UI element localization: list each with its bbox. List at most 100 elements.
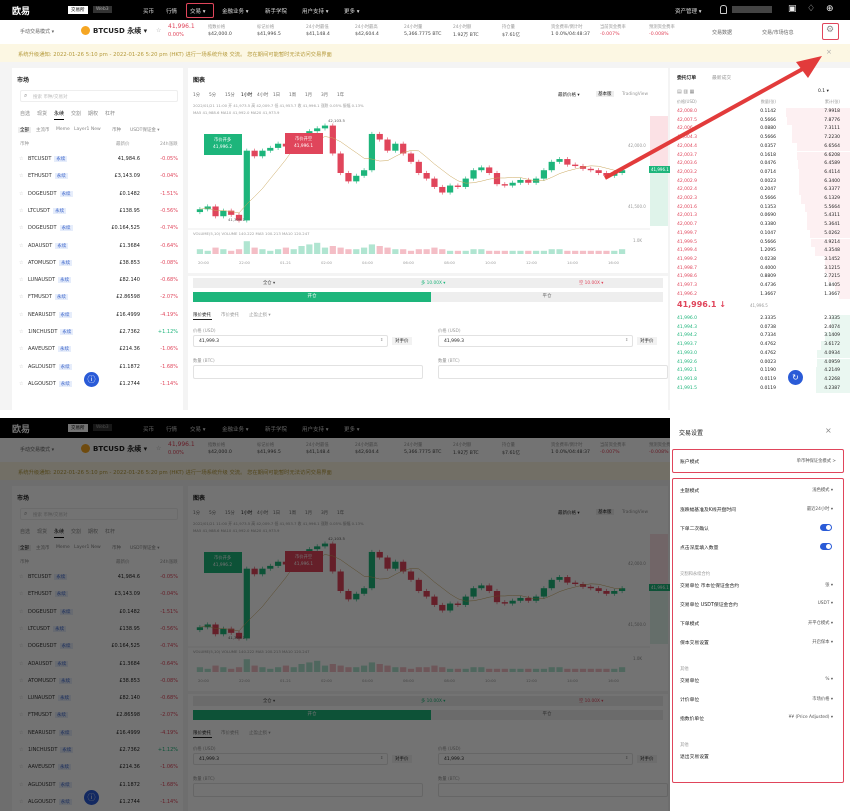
setting-select[interactable]: 开平仓模式 ▾ (807, 621, 833, 626)
market-sell-box[interactable]: 市价开空 41,996.1 (285, 133, 323, 154)
price-input[interactable]: 41,999.3 ⇕ (193, 335, 388, 347)
interval-8[interactable]: 3月 (321, 93, 329, 98)
close-notice-icon[interactable]: × (826, 48, 832, 56)
market-filter-1[interactable]: 主流币 (36, 128, 50, 133)
book-price[interactable]: 41,998.7 (677, 265, 698, 271)
book-price[interactable]: 41,999.7 (677, 230, 698, 236)
nav-item-1[interactable]: 行情 (166, 9, 178, 15)
book-price[interactable]: 41,993.7 (677, 342, 698, 348)
precision-select[interactable]: 0.1 ▾ (818, 89, 829, 94)
trade-mode-select[interactable]: 手动交易模式 ▾ (20, 29, 55, 35)
globe-icon[interactable]: ⊕ (826, 4, 834, 14)
star-icon[interactable]: ☆ (19, 156, 24, 162)
book-tab-0[interactable]: 委托订单 (677, 76, 697, 81)
market-tab-3[interactable]: 交割 (71, 111, 82, 117)
order-type-tab-2[interactable]: 止盈止损 ▾ (249, 313, 271, 318)
book-price[interactable]: 42,004.3 (677, 135, 698, 141)
star-icon[interactable]: ☆ (19, 380, 24, 387)
okx-logo[interactable]: 欧易 (12, 7, 31, 17)
margin-option-2[interactable]: 空 10.00X ▾ (579, 281, 604, 286)
download-icon[interactable]: ▣ (788, 4, 797, 14)
interval-5[interactable]: 1日 (273, 93, 281, 98)
nav-tab-1[interactable]: Web3 (93, 6, 112, 13)
pair-selector[interactable]: BTCUSD 永续 ▾ (93, 27, 148, 35)
market-tab-4[interactable]: 期权 (88, 111, 99, 117)
search-input[interactable]: ⌕ 搜索 币种/交易对 (20, 90, 178, 102)
star-icon[interactable]: ☆ (19, 190, 24, 197)
book-price[interactable]: 41,992.1 (677, 368, 698, 374)
asset-menu[interactable]: 资产管理 ▾ (675, 9, 702, 15)
market-filter-2[interactable]: Meme (56, 127, 70, 132)
book-price[interactable]: 41,997.3 (677, 283, 698, 288)
book-price[interactable]: 41,993.0 (677, 350, 698, 356)
interval-4[interactable]: 4小时 (257, 93, 269, 98)
setting-select[interactable]: 浅色模式 ▾ (812, 488, 833, 493)
book-price[interactable]: 42,003.7 (677, 152, 698, 158)
book-price[interactable]: 42,006.4 (677, 126, 698, 132)
market-tab-2[interactable]: 永续 (54, 111, 65, 117)
star-icon[interactable]: ☆ (19, 294, 24, 301)
user-icon[interactable] (720, 5, 727, 14)
bell-icon[interactable]: ♢ (807, 4, 816, 14)
setting-select[interactable]: ¥¥ (Price Adjusted) ▾ (788, 715, 833, 720)
star-icon[interactable]: ☆ (19, 207, 24, 214)
book-price[interactable]: 42,002.3 (677, 196, 698, 201)
interval-9[interactable]: 1年 (337, 93, 345, 98)
best-price-button[interactable]: 对手价 (392, 337, 412, 345)
interval-1[interactable]: 5分 (209, 93, 217, 98)
favorite-icon[interactable]: ☆ (156, 27, 162, 34)
star-icon[interactable]: ☆ (19, 242, 24, 249)
nav-item-6[interactable]: 更多 ▾ (344, 9, 360, 15)
book-tab-1[interactable]: 最新成交 (712, 76, 732, 81)
setting-select[interactable]: 最近24小时 ▾ (806, 507, 833, 512)
book-price[interactable]: 41,996.2 (677, 291, 698, 297)
book-price[interactable]: 42,002.4 (677, 187, 698, 193)
market-tab-5[interactable]: 杠杆 (105, 111, 116, 117)
close-tab[interactable]: 平仓 (431, 292, 663, 302)
interval-3[interactable]: 1小时 (241, 93, 253, 98)
star-icon[interactable]: ☆ (19, 173, 24, 180)
interval-2[interactable]: 15分 (225, 93, 235, 98)
account-mode-value[interactable]: 单币种保证金模式 > (796, 459, 836, 464)
book-price[interactable]: 42,007.5 (677, 117, 698, 123)
book-price[interactable]: 41,999.5 (677, 239, 698, 245)
close-drawer-icon[interactable]: × (825, 426, 832, 435)
margin-option-0[interactable]: 全仓 ▾ (263, 281, 276, 286)
margin-option-1[interactable]: 多 10.00X ▾ (421, 281, 446, 286)
nav-item-2[interactable]: 交易 ▾ (190, 9, 206, 15)
stepper-icon[interactable]: ⇕ (625, 337, 629, 342)
settings-gear-icon[interactable]: ⚙ (826, 25, 835, 35)
book-price[interactable]: 41,994.2 (677, 333, 698, 339)
best-price-button[interactable]: 对手价 (637, 337, 657, 345)
amount-input[interactable] (438, 365, 668, 379)
market-info-link[interactable]: 交易/市场信息 (762, 30, 794, 36)
account-mode-row[interactable]: 账户模式 单币种保证金模式 > (672, 449, 844, 473)
book-price[interactable]: 42,001.3 (677, 213, 698, 219)
book-price[interactable]: 42,002.9 (677, 178, 698, 184)
nav-tab-0[interactable]: 交易所 (68, 6, 88, 14)
nav-item-5[interactable]: 用户支持 ▾ (302, 9, 329, 15)
order-type-tab-1[interactable]: 市价委托 (221, 313, 239, 318)
book-price[interactable]: 42,003.6 (677, 161, 698, 167)
book-price[interactable]: 41,992.6 (677, 359, 698, 365)
setting-toggle[interactable] (820, 543, 832, 550)
nav-item-0[interactable]: 买币 (143, 9, 155, 15)
book-price[interactable]: 42,001.6 (677, 204, 698, 210)
market-tab-1[interactable]: 现货 (37, 111, 48, 117)
market-filter-0[interactable]: 全部 (18, 127, 31, 133)
setting-select[interactable]: % ▾ (825, 677, 833, 682)
book-price[interactable]: 41,998.6 (677, 274, 698, 280)
price-type-select[interactable]: 最新价格 ▾ (558, 93, 580, 98)
order-type-tab-0[interactable]: 限价委托 (193, 313, 211, 318)
support-chat-button[interactable]: ↻ (788, 370, 803, 385)
nav-item-3[interactable]: 金融业务 ▾ (222, 9, 249, 15)
market-tab-0[interactable]: 自选 (20, 111, 31, 117)
star-icon[interactable]: ☆ (19, 363, 24, 370)
